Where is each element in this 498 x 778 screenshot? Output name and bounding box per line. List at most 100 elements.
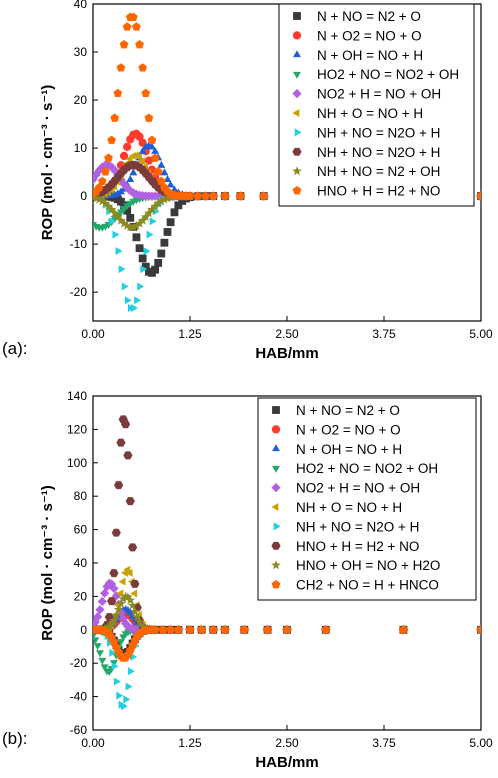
data-point	[118, 265, 126, 274]
data-point	[321, 625, 331, 634]
data-point	[111, 662, 119, 671]
data-point	[104, 153, 113, 162]
data-point	[123, 142, 132, 151]
data-point	[111, 610, 122, 620]
data-point	[144, 156, 154, 165]
data-point	[130, 589, 138, 598]
data-point	[134, 153, 142, 162]
data-point	[239, 625, 249, 634]
data-point	[118, 577, 126, 586]
data-point	[220, 191, 230, 200]
data-point	[109, 569, 119, 578]
data-point	[107, 597, 117, 606]
data-point	[201, 191, 210, 200]
panel-b-label: (b):	[2, 729, 28, 748]
data-point	[163, 228, 172, 236]
data-point	[93, 637, 100, 645]
legend-entry: NH + O = NO + H	[317, 106, 423, 121]
x-tick-label: 3.75	[372, 327, 396, 341]
data-point	[130, 579, 140, 588]
data-point	[119, 151, 129, 161]
data-point	[101, 167, 110, 176]
y-tick-label: -60	[70, 723, 88, 737]
x-tick-label: 3.75	[372, 736, 396, 750]
data-point	[93, 643, 102, 651]
data-point	[127, 543, 138, 552]
data-point	[158, 625, 168, 634]
legend-entry: NO2 + H = NO + OH	[296, 481, 420, 496]
x-tick-label: 2.50	[275, 327, 299, 341]
series-6	[93, 625, 481, 711]
data-point	[197, 625, 207, 634]
legend-entry: HO2 + NO = NO2 + OH	[296, 461, 438, 476]
data-point	[193, 191, 203, 200]
legend-entry: NH + NO = N2O + H	[317, 145, 440, 160]
legend-entry: NH + O = NO + H	[296, 500, 402, 515]
data-point	[149, 217, 157, 226]
data-point	[147, 135, 157, 144]
x-tick-label: 1.25	[178, 327, 202, 341]
x-tick-label: 0.00	[81, 736, 105, 750]
data-point	[150, 201, 160, 211]
x-tick-label: 5.00	[469, 736, 493, 750]
data-point	[93, 193, 101, 203]
y-tick-label: 60	[74, 523, 88, 537]
data-point	[129, 168, 138, 176]
panel-a-label: (a):	[2, 339, 28, 358]
legend-marker	[293, 12, 301, 20]
data-point	[156, 176, 166, 186]
x-tick-label: 0.00	[81, 327, 105, 341]
data-point	[126, 213, 135, 222]
data-point	[130, 652, 138, 661]
legend-marker	[272, 444, 280, 452]
data-point	[125, 497, 135, 506]
x-axis-label: HAB/mm	[255, 345, 318, 362]
y-tick-label: 140	[67, 389, 87, 403]
data-point	[97, 196, 108, 206]
data-point	[102, 582, 112, 592]
legend-marker	[272, 465, 280, 473]
legend-entry: N + OH = NO + H	[317, 48, 423, 63]
data-point	[150, 153, 160, 162]
x-tick-label: 1.25	[178, 736, 202, 750]
data-point	[153, 167, 163, 176]
data-point	[173, 625, 183, 634]
legend-marker	[294, 128, 302, 137]
data-point	[131, 220, 142, 231]
data-point	[100, 588, 110, 598]
y-tick-label: -10	[70, 237, 88, 251]
data-point	[111, 528, 121, 537]
series-6	[93, 192, 481, 312]
data-point	[135, 132, 144, 141]
legend-entry: NH + NO = N2O + H	[317, 125, 440, 140]
data-point	[128, 12, 138, 21]
legend-entry: NH + NO = N2O + H	[296, 519, 419, 534]
legend-marker	[292, 89, 302, 99]
data-point	[130, 606, 140, 616]
data-point	[110, 113, 120, 122]
legend-marker	[271, 425, 281, 434]
chart-a: -20 -10 0 10 20 30 40 0.00 1.25 2.50 3.75 5.00 HAB/m…	[39, 0, 493, 362]
data-point	[143, 247, 151, 256]
legend-entry: HNO + OH = NO + H2O	[296, 558, 440, 573]
data-point	[116, 691, 124, 700]
data-point	[208, 625, 218, 634]
legend-marker	[292, 31, 302, 40]
legend-marker	[292, 147, 302, 156]
data-point	[134, 296, 142, 305]
data-point	[131, 304, 138, 312]
chart-b: -60 -40 -20 0 20 40 60 80 100 120 140 0.00 1.25 2.50 3…	[39, 389, 493, 771]
data-point	[399, 625, 408, 634]
data-point	[166, 218, 175, 227]
data-point	[98, 657, 107, 665]
y-tick-label: -40	[70, 690, 88, 704]
y-tick-label: 30	[74, 45, 88, 59]
data-point	[100, 664, 109, 672]
data-point	[220, 625, 230, 634]
data-point	[170, 208, 179, 217]
data-point	[128, 152, 136, 160]
legend-entry: NH + NO = N2 + OH	[317, 164, 440, 179]
data-point	[166, 180, 175, 188]
data-point	[125, 682, 133, 691]
data-point	[156, 196, 167, 206]
